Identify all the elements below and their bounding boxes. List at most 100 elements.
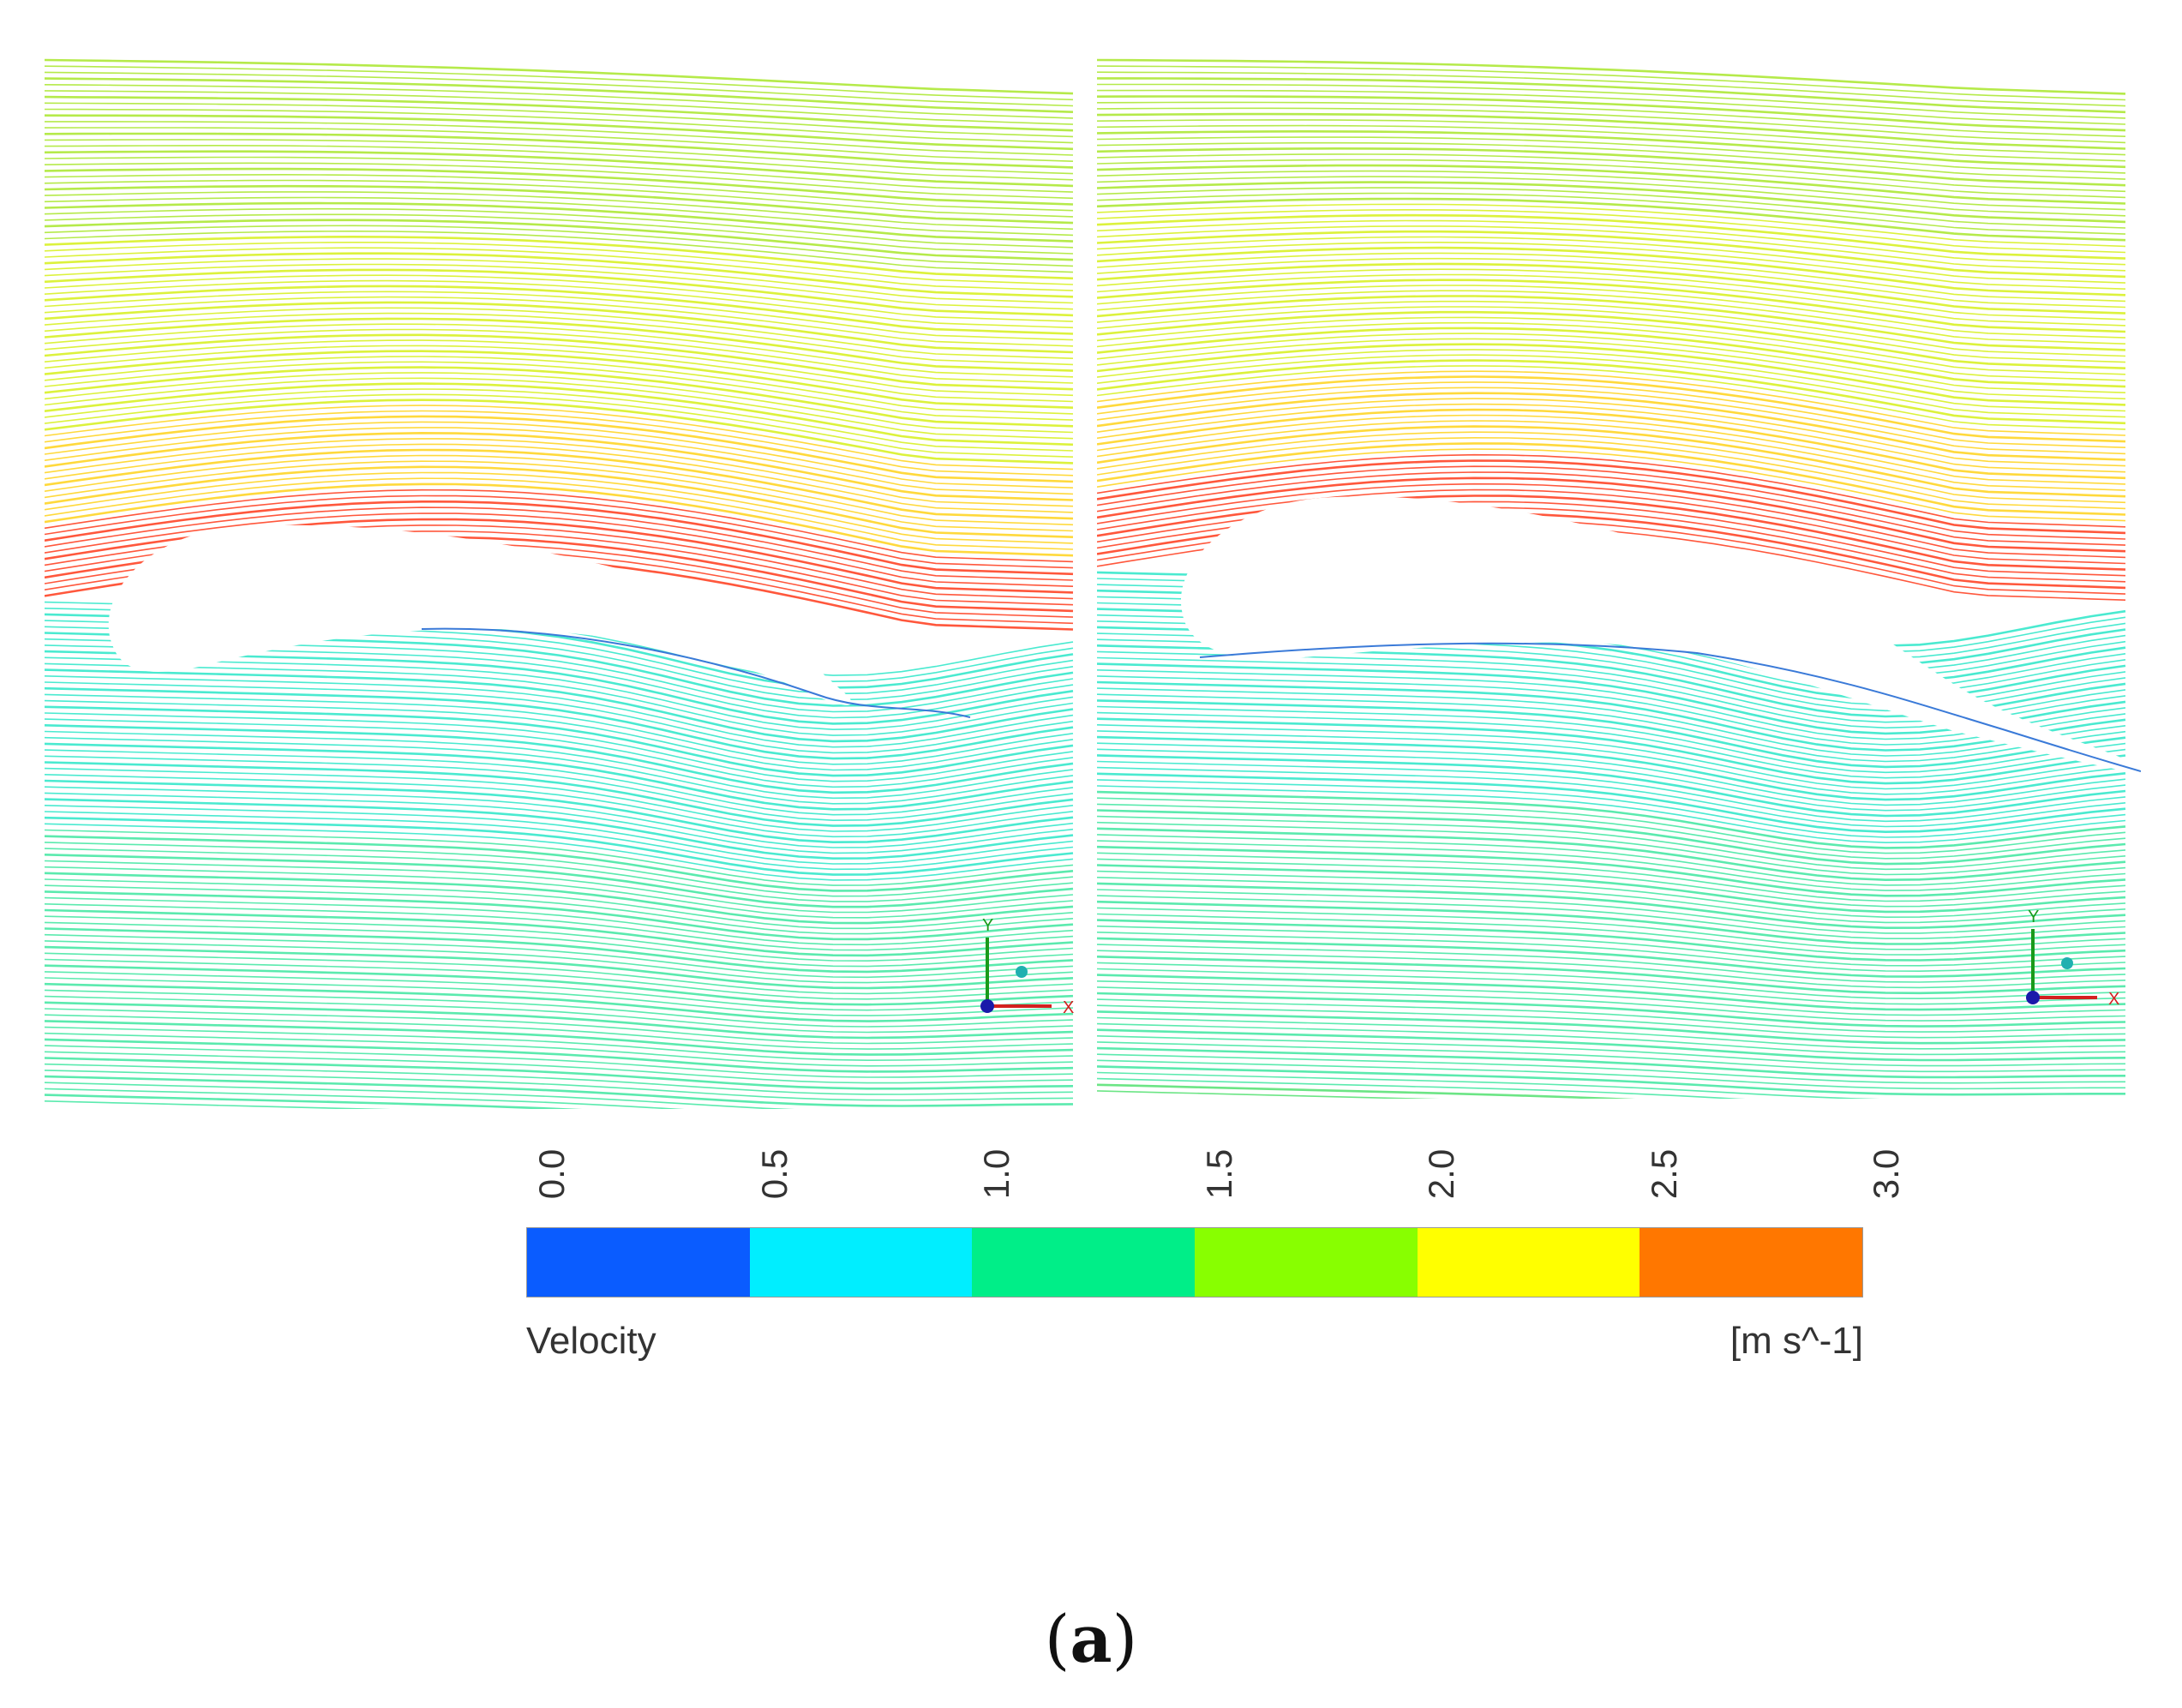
streamline <box>45 811 1074 871</box>
streamline <box>45 662 1074 736</box>
streamline <box>45 816 1074 876</box>
streamline <box>45 399 1074 464</box>
color-bar-segment <box>1639 1228 1863 1297</box>
streamline <box>45 755 1074 822</box>
streamline <box>1097 58 2126 95</box>
streamline <box>1097 153 2126 193</box>
streamline <box>1097 321 2126 381</box>
color-bar-segment <box>1417 1228 1640 1297</box>
streamline <box>45 323 1074 378</box>
streamline <box>1097 230 2126 279</box>
streamline <box>1097 998 2126 1033</box>
streamline <box>1097 77 2126 114</box>
color-bar-segment <box>972 1228 1196 1297</box>
streamline <box>1097 950 2126 989</box>
streamline <box>45 884 1074 935</box>
streamline <box>1097 453 2126 528</box>
streamline <box>45 494 1074 569</box>
streamline <box>1097 693 2126 763</box>
streamline <box>45 921 1074 968</box>
streamline <box>45 995 1074 1034</box>
streamline <box>1097 112 2126 150</box>
streamline <box>45 307 1074 359</box>
legend-tick: 0.5 <box>754 1148 794 1200</box>
streamline <box>45 312 1074 366</box>
streamline <box>45 1020 1074 1056</box>
streamline <box>1097 257 2126 309</box>
streamline <box>45 952 1074 995</box>
streamline <box>45 1051 1074 1084</box>
streamline <box>45 241 1074 285</box>
streamline <box>1097 669 2126 740</box>
streamline <box>45 213 1074 255</box>
streamline <box>1097 164 2126 205</box>
streamline <box>45 705 1074 777</box>
streamline <box>45 675 1074 748</box>
streamline <box>1097 742 2126 806</box>
streamline <box>1097 680 2126 752</box>
streamline <box>45 108 1074 144</box>
streamlines <box>1097 58 2126 1099</box>
streamline <box>1097 197 2126 242</box>
streamline <box>1097 333 2126 393</box>
streamline <box>45 1100 391 1109</box>
streamline <box>45 410 1074 476</box>
streamline <box>45 977 1074 1016</box>
streamline <box>1097 852 2126 902</box>
streamline <box>45 102 1074 138</box>
streamline <box>45 823 1074 881</box>
streamline <box>1097 1022 2126 1056</box>
streamline <box>1097 465 2126 540</box>
streamline <box>1097 1004 2126 1039</box>
streamline <box>1097 1059 2125 1090</box>
axis-triad: YX <box>980 916 1074 1017</box>
streamline <box>45 982 1074 1022</box>
streamline <box>45 668 1074 743</box>
streamline <box>1097 895 2126 939</box>
streamline <box>1097 65 2126 101</box>
streamline <box>45 333 1074 391</box>
streamline-plot-left: YX <box>45 58 1074 1109</box>
streamline <box>45 366 1074 428</box>
streamline <box>1097 845 2126 897</box>
airfoil-wake-line <box>421 627 971 718</box>
axis-origin <box>980 999 994 1013</box>
streamline <box>45 1088 685 1109</box>
streamline <box>1097 306 2126 363</box>
streamline <box>1097 482 2126 559</box>
legend-tick: 2.0 <box>1421 1148 1461 1200</box>
axis-origin <box>2026 991 2040 1004</box>
streamline <box>1097 343 2126 406</box>
streamline <box>45 356 1074 415</box>
streamline <box>1097 119 2126 156</box>
streamline <box>45 915 1074 962</box>
streamline <box>45 150 1074 188</box>
streamline <box>1097 476 2126 553</box>
streamline <box>1097 827 2126 882</box>
streamline <box>45 95 1074 132</box>
streamline <box>45 1014 1074 1050</box>
streamline <box>45 903 1074 951</box>
streamline <box>45 792 1074 854</box>
streamline <box>1097 268 2126 321</box>
streamline <box>45 431 1074 501</box>
streamline <box>1097 316 2126 375</box>
streamline <box>1097 840 2126 891</box>
streamline <box>45 872 1074 925</box>
streamline <box>45 317 1074 372</box>
x-axis-label: X <box>2108 990 2119 1009</box>
streamline <box>45 512 1074 587</box>
streamline <box>45 878 1074 930</box>
streamline <box>45 848 1074 902</box>
streamline <box>1097 89 2126 125</box>
streamline <box>45 443 1074 513</box>
streamline <box>45 1001 1074 1040</box>
streamline <box>1097 295 2126 351</box>
streamline <box>1097 170 2126 211</box>
streamline <box>45 761 1074 827</box>
streamline <box>45 829 1074 886</box>
streamline <box>1097 925 2126 967</box>
legend-title: Velocity <box>526 1320 656 1362</box>
streamline <box>45 730 1074 800</box>
